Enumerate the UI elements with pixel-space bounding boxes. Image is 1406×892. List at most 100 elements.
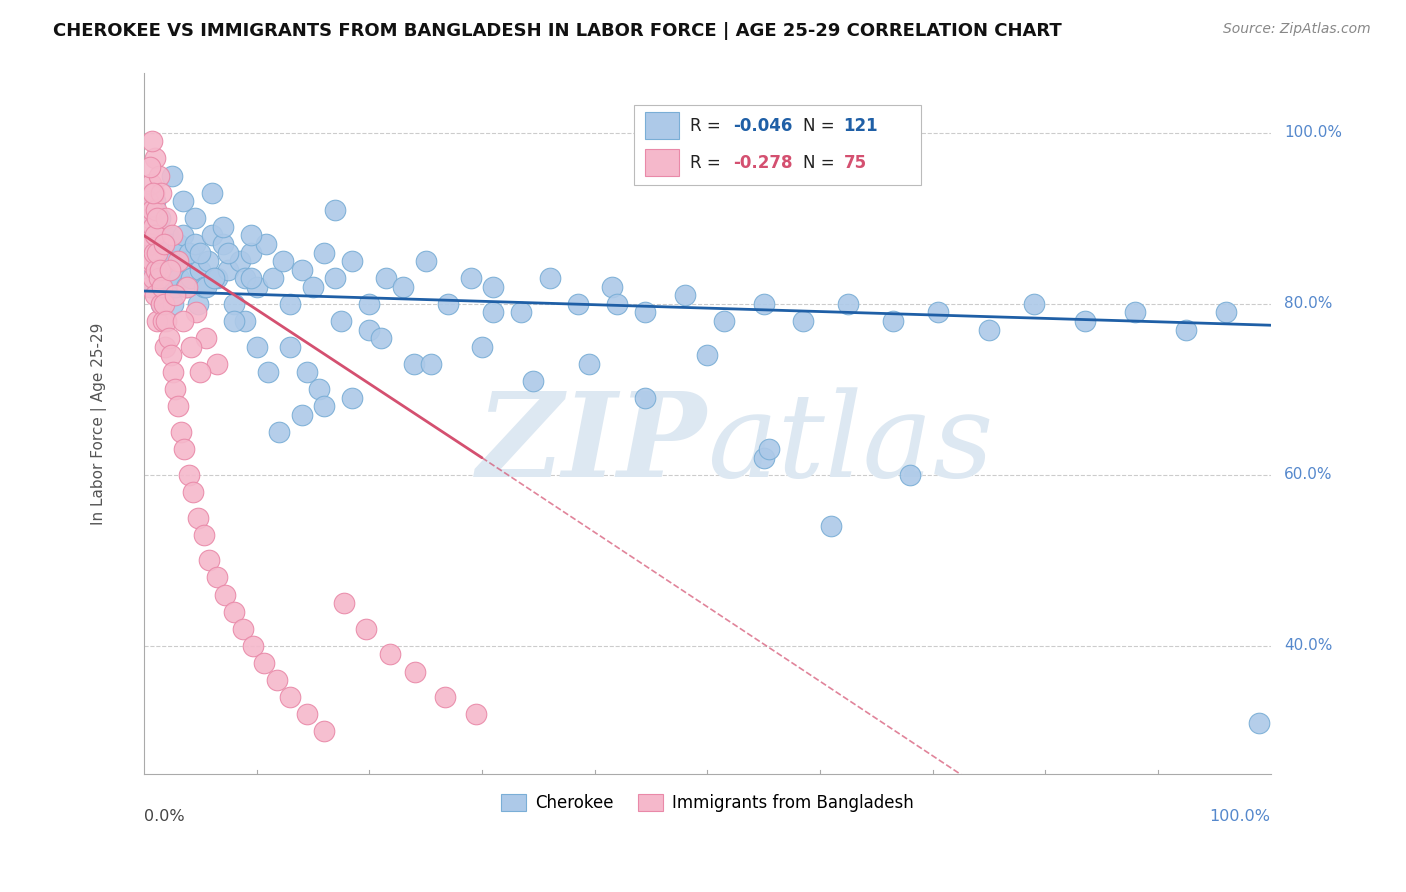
- Point: [193, 279, 215, 293]
- Point: [578, 357, 600, 371]
- Point: [820, 519, 842, 533]
- Point: [1022, 297, 1045, 311]
- Point: [1175, 322, 1198, 336]
- Point: [217, 262, 239, 277]
- Text: -0.046: -0.046: [734, 117, 793, 135]
- Point: [202, 271, 225, 285]
- Point: [155, 340, 177, 354]
- Point: [187, 297, 209, 311]
- Point: [233, 271, 256, 285]
- Point: [752, 297, 775, 311]
- Point: [205, 570, 228, 584]
- Point: [188, 262, 211, 277]
- Point: [257, 365, 280, 379]
- Point: [291, 408, 314, 422]
- Point: [173, 442, 195, 457]
- Point: [160, 262, 183, 277]
- Point: [160, 237, 183, 252]
- Point: [567, 297, 589, 311]
- Point: [155, 314, 177, 328]
- Point: [193, 527, 215, 541]
- Point: [162, 297, 184, 311]
- Text: N =: N =: [803, 153, 839, 172]
- Point: [150, 237, 173, 252]
- Point: [673, 288, 696, 302]
- Point: [156, 228, 179, 243]
- Point: [297, 365, 319, 379]
- Point: [482, 305, 505, 319]
- Text: N =: N =: [803, 117, 839, 135]
- Point: [150, 279, 173, 293]
- Text: 0.0%: 0.0%: [143, 809, 184, 824]
- Text: In Labor Force | Age 25-29: In Labor Force | Age 25-29: [91, 322, 107, 524]
- Text: R =: R =: [690, 117, 727, 135]
- Point: [370, 331, 392, 345]
- Point: [898, 467, 921, 482]
- Point: [314, 724, 336, 739]
- Point: [155, 245, 177, 260]
- Point: [194, 331, 217, 345]
- Point: [183, 485, 205, 500]
- Point: [333, 596, 356, 610]
- Point: [160, 348, 183, 362]
- Point: [146, 211, 169, 226]
- Point: [325, 202, 347, 217]
- Point: [187, 510, 209, 524]
- Point: [233, 314, 256, 328]
- Point: [157, 331, 180, 345]
- Point: [280, 690, 302, 705]
- Point: [752, 450, 775, 465]
- Point: [149, 211, 172, 226]
- Point: [183, 211, 205, 226]
- Point: [141, 228, 163, 243]
- Point: [460, 271, 482, 285]
- Text: R =: R =: [690, 153, 727, 172]
- Point: [205, 271, 228, 285]
- Point: [1074, 314, 1097, 328]
- Point: [163, 254, 186, 268]
- FancyBboxPatch shape: [645, 112, 679, 139]
- Point: [375, 271, 398, 285]
- Point: [159, 271, 181, 285]
- Point: [162, 365, 184, 379]
- Point: [149, 262, 172, 277]
- Point: [153, 228, 176, 243]
- Point: [138, 279, 160, 293]
- Point: [160, 228, 183, 243]
- Text: 60.0%: 60.0%: [1284, 467, 1333, 483]
- Point: [314, 245, 336, 260]
- Point: [222, 314, 245, 328]
- Text: 100.0%: 100.0%: [1209, 809, 1271, 824]
- Point: [433, 690, 456, 705]
- Point: [211, 219, 233, 234]
- Point: [188, 245, 211, 260]
- Point: [145, 262, 167, 277]
- Text: -0.278: -0.278: [734, 153, 793, 172]
- Point: [342, 391, 364, 405]
- Point: [239, 271, 262, 285]
- Point: [138, 262, 160, 277]
- Point: [148, 271, 170, 285]
- Point: [359, 322, 381, 336]
- Text: atlas: atlas: [707, 387, 994, 502]
- Point: [142, 186, 165, 200]
- Text: 40.0%: 40.0%: [1284, 639, 1333, 653]
- Point: [200, 228, 222, 243]
- Text: ZIP: ZIP: [477, 387, 707, 502]
- Point: [155, 279, 177, 293]
- Point: [217, 245, 239, 260]
- Point: [153, 297, 176, 311]
- Point: [977, 322, 1000, 336]
- Point: [141, 254, 163, 268]
- Text: 75: 75: [844, 153, 866, 172]
- Point: [177, 245, 200, 260]
- Text: CHEROKEE VS IMMIGRANTS FROM BANGLADESH IN LABOR FORCE | AGE 25-29 CORRELATION CH: CHEROKEE VS IMMIGRANTS FROM BANGLADESH I…: [53, 22, 1062, 40]
- Point: [214, 588, 236, 602]
- Point: [302, 279, 325, 293]
- Point: [482, 279, 505, 293]
- Point: [141, 202, 163, 217]
- Point: [354, 622, 377, 636]
- Point: [143, 245, 166, 260]
- Point: [254, 237, 277, 252]
- Point: [172, 228, 194, 243]
